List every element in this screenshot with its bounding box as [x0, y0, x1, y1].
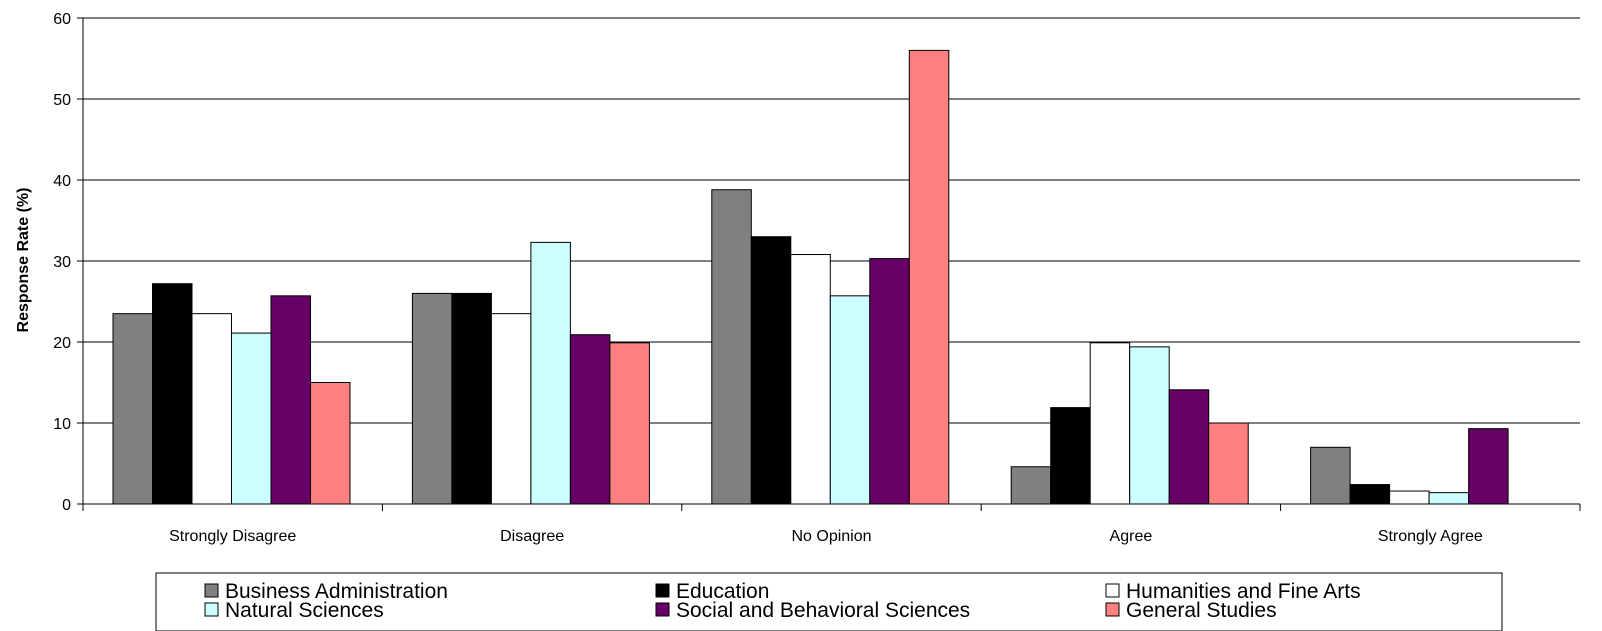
bar: [530, 241, 571, 505]
bar: [310, 382, 351, 505]
bar: [231, 332, 272, 505]
bar: [1050, 407, 1091, 505]
bar: [1310, 446, 1351, 505]
bar: [908, 49, 950, 505]
bar: [869, 258, 910, 505]
x-tick-label: Strongly Agree: [1378, 528, 1483, 545]
legend-label: Social and Behavioral Sciences: [676, 599, 970, 622]
bar: [270, 295, 311, 505]
y-tick-label: 0: [62, 497, 71, 514]
legend: Business Administration Education Humaniti…: [155, 572, 1503, 631]
y-tick-label: 30: [53, 254, 71, 271]
legend-swatch: [1105, 602, 1120, 617]
bar: [490, 313, 532, 505]
bar: [1349, 484, 1391, 505]
bar: [1389, 490, 1430, 505]
legend-label: Natural Sciences: [225, 599, 384, 622]
x-tick-label: Strongly Disagree: [169, 528, 296, 545]
bar: [152, 283, 193, 505]
y-tick-label: 10: [53, 416, 71, 433]
legend-label: Education: [676, 580, 769, 603]
legend-label: General Studies: [1126, 599, 1277, 622]
bar: [1468, 428, 1509, 505]
legend-label: Humanities and Fine Arts: [1126, 580, 1361, 603]
bar: [790, 254, 831, 505]
y-tick-label: 50: [53, 92, 71, 109]
bar: [1010, 466, 1052, 505]
x-tick-label: Agree: [1110, 528, 1153, 545]
bar: [451, 292, 492, 505]
legend-swatch: [655, 602, 670, 617]
bar: [1089, 342, 1131, 505]
legend-label: Business Administration: [225, 580, 448, 603]
bar: [112, 313, 153, 505]
y-tick-label: 20: [53, 335, 71, 352]
gridlines: [83, 17, 1580, 424]
bar: [750, 236, 792, 505]
bar: [1129, 346, 1170, 505]
bar: [1168, 389, 1210, 505]
y-tick-label: 60: [53, 11, 71, 28]
bar: [191, 313, 232, 505]
legend-swatch: [204, 583, 219, 598]
x-tick-label: Disagree: [500, 528, 564, 545]
y-axis-title: Response Rate (%): [15, 188, 32, 333]
legend-swatch: [655, 583, 670, 598]
bar: [609, 342, 650, 505]
y-tick-label: 40: [53, 173, 71, 190]
axes: 0 10 20 30 40 50 60 Strongly Disagree Disagree No…: [53, 11, 1581, 545]
bar: [829, 295, 871, 505]
legend-swatch: [1105, 583, 1120, 598]
bar: [711, 189, 752, 505]
legend-frame: [155, 572, 1503, 631]
bar: [411, 292, 453, 505]
bar: [569, 334, 611, 505]
bar: [1208, 422, 1249, 505]
bar: [1428, 492, 1470, 505]
bars: [112, 49, 1509, 505]
x-tick-label: No Opinion: [791, 528, 871, 545]
legend-swatch: [204, 602, 219, 617]
